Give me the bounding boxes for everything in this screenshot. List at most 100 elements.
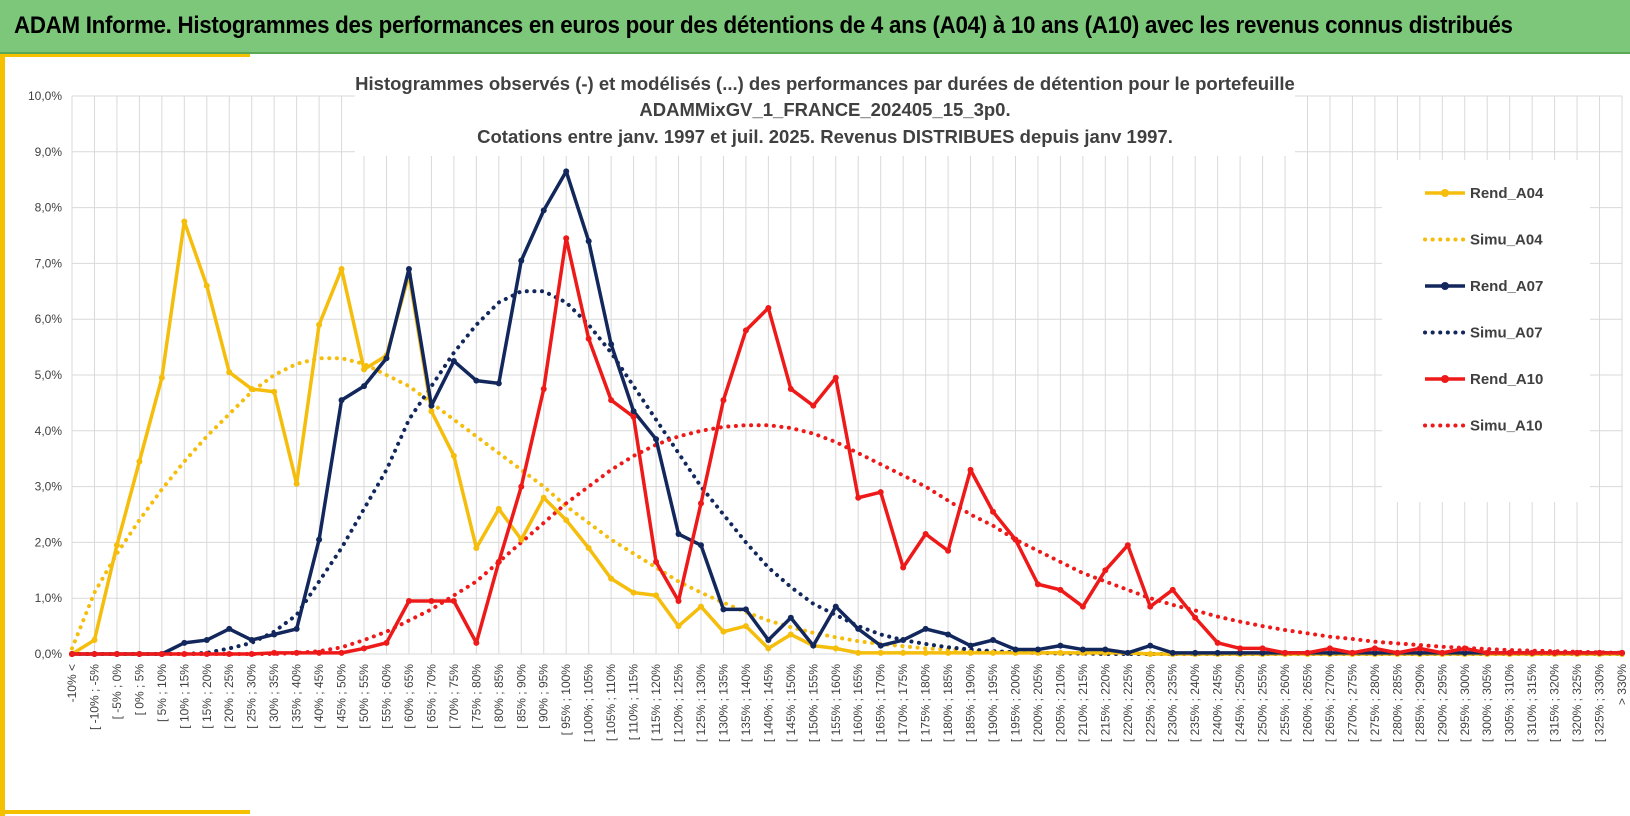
data-point-rend-a10 (585, 335, 592, 342)
data-point-rend-a04 (181, 218, 188, 225)
data-point-rend-a10 (720, 397, 727, 404)
data-point-rend-a10 (1079, 603, 1086, 610)
data-point-rend-a04 (136, 458, 143, 465)
data-point-rend-a07 (967, 642, 974, 649)
data-point-rend-a10 (563, 235, 570, 242)
data-point-rend-a10 (900, 564, 907, 571)
data-point-rend-a04 (608, 575, 615, 582)
data-point-rend-a07 (877, 642, 884, 649)
data-point-rend-a10 (405, 597, 412, 604)
data-point-rend-a10 (787, 385, 794, 392)
x-tick-label: [ 70% ; 75% (447, 664, 461, 729)
data-point-rend-a10 (945, 547, 952, 554)
data-point-rend-a10 (181, 651, 188, 657)
data-point-rend-a10 (1394, 649, 1401, 656)
data-point-rend-a10 (540, 385, 547, 392)
x-tick-label: [ 265% ; 270% (1323, 664, 1337, 742)
x-tick-label: [ 95% ; 100% (559, 664, 573, 736)
data-point-rend-a10 (922, 531, 929, 538)
data-point-rend-a10 (293, 649, 300, 656)
data-point-rend-a07 (1034, 646, 1041, 653)
legend: Rend_A04 Simu_A04 Rend_A07 Simu_A07 Rend_A10… (1382, 160, 1590, 502)
x-tick-label: [ 115% ; 120% (649, 664, 663, 741)
data-point-rend-a10 (1057, 586, 1064, 593)
data-point-rend-a10 (1169, 586, 1176, 593)
data-point-rend-a10 (1304, 649, 1311, 656)
x-tick-label: [ 310% ; 315% (1525, 664, 1539, 742)
data-point-rend-a04 (91, 637, 98, 644)
x-tick-label: [ 30% ; 35% (267, 664, 281, 729)
data-point-rend-a04 (271, 388, 278, 395)
data-point-rend-a07 (1461, 649, 1468, 656)
chart-title-line-3: Cotations entre janv. 1997 et juil. 2025… (477, 126, 1173, 147)
data-point-rend-a10 (1416, 645, 1423, 652)
accent-bar-bottom (0, 810, 250, 814)
data-point-rend-a10 (91, 651, 98, 657)
x-tick-label: [ 140% ; 145% (761, 664, 775, 742)
data-point-rend-a07 (271, 631, 278, 638)
data-point-rend-a10 (810, 402, 817, 409)
data-point-rend-a10 (473, 639, 480, 646)
data-point-rend-a04 (540, 494, 547, 501)
data-point-rend-a07 (810, 642, 817, 649)
chart-title-line-1: Histogrammes observés (-) et modélisés (… (355, 73, 1295, 94)
data-point-rend-a10 (383, 639, 390, 646)
x-tick-label: [ 150% ; 155% (806, 664, 820, 742)
data-point-rend-a04 (563, 517, 570, 524)
x-tick-label: [ 75% ; 80% (469, 664, 483, 729)
x-tick-label: [ 190% ; 195% (986, 664, 1000, 742)
x-tick-label: [ 270% ; 275% (1345, 664, 1359, 742)
data-point-rend-a10 (1102, 567, 1109, 574)
data-point-rend-a07 (1169, 649, 1176, 656)
x-tick-label: [ 300% ; 305% (1480, 664, 1494, 742)
data-point-rend-a04 (653, 592, 660, 599)
x-tick-label: [ 155% ; 160% (829, 664, 843, 742)
data-point-rend-a10 (1326, 645, 1333, 652)
data-point-rend-a07 (338, 397, 345, 404)
data-point-rend-a10 (428, 597, 435, 604)
data-point-rend-a10 (1551, 649, 1558, 656)
data-point-rend-a10 (1596, 649, 1603, 656)
x-tick-label: [ 225% ; 230% (1143, 664, 1157, 742)
data-point-rend-a07 (1259, 649, 1266, 656)
x-tick-label: [ 255% ; 260% (1278, 664, 1292, 742)
performance-histogram-chart: 0,0% 1,0% 2,0% 3,0% 4,0% 5,0% 6,0% 7,0% 8,0% 9,0%… (28, 68, 1629, 742)
x-tick-label: [ 125% ; 130% (694, 664, 708, 742)
legend-label-rend-a07: Rend_A07 (1470, 278, 1543, 295)
x-tick-label: [ 0% ; 5% (132, 664, 146, 716)
data-point-rend-a10 (1461, 645, 1468, 652)
y-axis-ticks: 0,0% 1,0% 2,0% 3,0% 4,0% 5,0% 6,0% 7,0% 8,0% 9,0%… (28, 89, 62, 661)
data-point-rend-a07 (316, 536, 323, 543)
x-tick-label: [ 290% ; 295% (1435, 664, 1449, 742)
data-point-rend-a07 (450, 358, 457, 365)
x-tick-label: [ 325% ; 330% (1593, 664, 1607, 742)
data-point-rend-a10 (1371, 645, 1378, 652)
data-point-rend-a04 (675, 623, 682, 630)
y-tick-label: 7,0% (35, 256, 63, 270)
x-tick-label: [ 180% ; 185% (941, 664, 955, 742)
data-point-rend-a10 (338, 649, 345, 656)
x-tick-label: [ 40% ; 45% (312, 664, 326, 729)
x-tick-label: [ 205% ; 210% (1053, 664, 1067, 742)
data-point-rend-a07 (540, 207, 547, 214)
legend-background (1382, 160, 1590, 502)
x-tick-label: > 330% (1615, 664, 1629, 705)
data-point-rend-a04 (428, 408, 435, 415)
data-point-rend-a07 (1124, 649, 1131, 656)
data-point-rend-a07 (1416, 649, 1423, 656)
legend-label-rend-a10: Rend_A10 (1470, 371, 1543, 388)
data-point-rend-a10 (1506, 649, 1513, 656)
y-tick-label: 9,0% (35, 145, 63, 159)
x-tick-label: [ 65% ; 70% (424, 664, 438, 729)
x-tick-label: [ 165% ; 170% (874, 664, 888, 742)
data-point-rend-a07 (1012, 646, 1019, 653)
data-point-rend-a04 (495, 505, 502, 512)
y-tick-label: 1,0% (35, 591, 63, 605)
data-point-rend-a04 (990, 649, 997, 656)
data-point-rend-a10 (316, 649, 323, 656)
data-point-rend-a07 (922, 625, 929, 632)
data-point-rend-a07 (383, 355, 390, 362)
data-point-rend-a10 (1349, 649, 1356, 656)
y-tick-label: 10,0% (28, 89, 62, 103)
series-line-simu-a04 (70, 356, 1624, 656)
